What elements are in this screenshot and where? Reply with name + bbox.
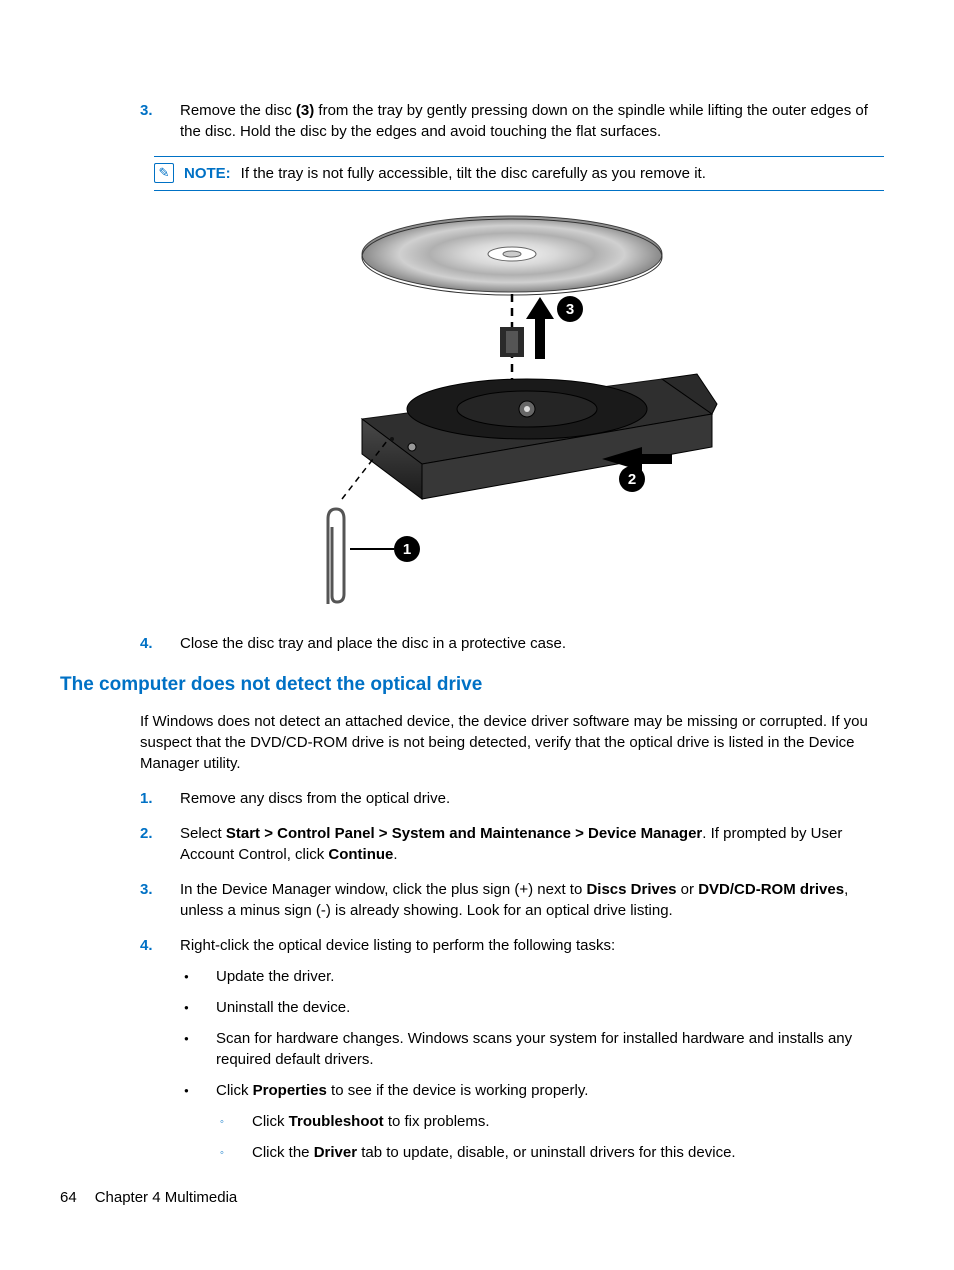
step-body: In the Device Manager window, click the … bbox=[180, 879, 884, 921]
subsub-text: Click the Driver tab to update, disable,… bbox=[252, 1142, 736, 1163]
step-number: 4. bbox=[140, 935, 180, 1183]
bold: Driver bbox=[314, 1144, 357, 1161]
bullet-icon bbox=[180, 1028, 216, 1070]
text: or bbox=[677, 881, 699, 898]
sub-text: Click Properties to see if the device is… bbox=[216, 1080, 736, 1173]
step-number: 2. bbox=[140, 823, 180, 865]
text: Click bbox=[252, 1113, 289, 1130]
page-content: 3. Remove the disc (3) from the tray by … bbox=[140, 100, 884, 654]
subsub-text: Click Troubleshoot to fix problems. bbox=[252, 1111, 490, 1132]
text: to fix problems. bbox=[384, 1113, 490, 1130]
svg-text:2: 2 bbox=[628, 471, 636, 488]
svg-text:3: 3 bbox=[566, 301, 574, 318]
step-number: 1. bbox=[140, 788, 180, 809]
step-body: Close the disc tray and place the disc i… bbox=[180, 633, 884, 654]
text: Remove the disc bbox=[180, 102, 296, 119]
sub-item: Update the driver. bbox=[180, 966, 884, 987]
note-text: If the tray is not fully accessible, til… bbox=[241, 165, 706, 182]
sub-item: Click Properties to see if the device is… bbox=[180, 1080, 884, 1173]
note-label: NOTE: bbox=[184, 165, 231, 182]
bold: DVD/CD-ROM drives bbox=[698, 881, 844, 898]
step-number: 3. bbox=[140, 879, 180, 921]
bullet-icon bbox=[180, 966, 216, 987]
note-icon: ✎ bbox=[154, 163, 174, 183]
text: Right-click the optical device listing t… bbox=[180, 937, 615, 954]
intro-paragraph: If Windows does not detect an attached d… bbox=[140, 711, 884, 774]
sub-item: Scan for hardware changes. Windows scans… bbox=[180, 1028, 884, 1070]
text: Click bbox=[216, 1082, 253, 1099]
proc-step-2: 2. Select Start > Control Panel > System… bbox=[140, 823, 884, 865]
subsub-list: Click Troubleshoot to fix problems. Clic… bbox=[216, 1111, 736, 1163]
text: Click the bbox=[252, 1144, 314, 1161]
bold-ref: (3) bbox=[296, 102, 314, 119]
proc-step-3: 3. In the Device Manager window, click t… bbox=[140, 879, 884, 921]
sub-text: Uninstall the device. bbox=[216, 997, 350, 1018]
figure-svg: 3 2 bbox=[302, 209, 722, 609]
bullet-icon bbox=[180, 1080, 216, 1173]
proc-step-4: 4. Right-click the optical device listin… bbox=[140, 935, 884, 1183]
bold: Troubleshoot bbox=[289, 1113, 384, 1130]
note-box: ✎ NOTE: If the tray is not fully accessib… bbox=[154, 156, 884, 191]
step-body: Select Start > Control Panel > System an… bbox=[180, 823, 884, 865]
sub-list: Update the driver. Uninstall the device.… bbox=[180, 966, 884, 1173]
step-4: 4. Close the disc tray and place the dis… bbox=[140, 633, 884, 654]
step-body: Remove the disc (3) from the tray by gen… bbox=[180, 100, 884, 142]
text: Select bbox=[180, 825, 226, 842]
bold: Start > Control Panel > System and Maint… bbox=[226, 825, 702, 842]
sub-item: Uninstall the device. bbox=[180, 997, 884, 1018]
text: In the Device Manager window, click the … bbox=[180, 881, 586, 898]
ring-bullet-icon bbox=[216, 1142, 252, 1163]
subsub-item: Click Troubleshoot to fix problems. bbox=[216, 1111, 736, 1132]
svg-text:1: 1 bbox=[403, 541, 411, 558]
text: tab to update, disable, or uninstall dri… bbox=[357, 1144, 736, 1161]
chapter-label: Chapter 4 Multimedia bbox=[95, 1189, 238, 1206]
ring-bullet-icon bbox=[216, 1111, 252, 1132]
sub-text: Scan for hardware changes. Windows scans… bbox=[216, 1028, 884, 1070]
step-number: 3. bbox=[140, 100, 180, 142]
text: . bbox=[393, 846, 397, 863]
bullet-icon bbox=[180, 997, 216, 1018]
proc-step-1: 1. Remove any discs from the optical dri… bbox=[140, 788, 884, 809]
step-3: 3. Remove the disc (3) from the tray by … bbox=[140, 100, 884, 142]
section-content: If Windows does not detect an attached d… bbox=[140, 711, 884, 1183]
subsub-item: Click the Driver tab to update, disable,… bbox=[216, 1142, 736, 1163]
bold: Discs Drives bbox=[586, 881, 676, 898]
step-number: 4. bbox=[140, 633, 180, 654]
step-body: Remove any discs from the optical drive. bbox=[180, 788, 884, 809]
step-body: Right-click the optical device listing t… bbox=[180, 935, 884, 1183]
bold: Properties bbox=[253, 1082, 327, 1099]
note-body: NOTE: If the tray is not fully accessible… bbox=[184, 163, 706, 184]
page-number: 64 bbox=[60, 1189, 77, 1206]
page-footer: 64 Chapter 4 Multimedia bbox=[60, 1187, 237, 1208]
section-heading: The computer does not detect the optical… bbox=[60, 672, 894, 699]
optical-drive-figure: 3 2 bbox=[140, 209, 884, 609]
text: to see if the device is working properly… bbox=[327, 1082, 589, 1099]
bold: Continue bbox=[328, 846, 393, 863]
sub-text: Update the driver. bbox=[216, 966, 334, 987]
